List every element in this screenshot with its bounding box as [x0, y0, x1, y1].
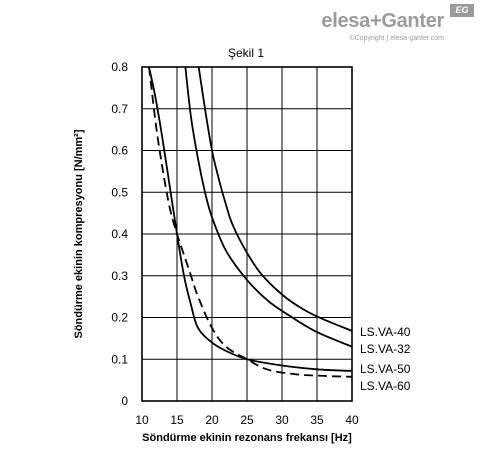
x-axis-ticks: 10 15 20 25 30 35 40: [135, 413, 359, 427]
legend-label: LS.VA-32: [360, 342, 411, 356]
brand-name: elesa+Ganter: [321, 10, 444, 32]
y-axis-label: Söndürme ekinin kompresyonu [N/mm²]: [73, 129, 85, 338]
y-axis-ticks: 0 0.1 0.2 0.3 0.4 0.5 0.6 0.7 0.8: [111, 60, 128, 408]
y-tick-label: 0.5: [111, 185, 128, 199]
chart-series: [148, 66, 353, 378]
y-tick-label: 0.2: [111, 311, 128, 325]
x-tick-label: 25: [240, 413, 254, 427]
series-line-ls-va-50: [148, 66, 353, 372]
plot-frame: [141, 66, 353, 402]
y-tick-label: 0.6: [111, 144, 128, 158]
series-line-ls-va-32: [184, 66, 353, 348]
x-tick-label: 35: [310, 413, 324, 427]
series-line-ls-va-60: [148, 66, 353, 378]
y-tick-label: 0.1: [111, 352, 128, 366]
y-tick-label: 0.7: [111, 102, 128, 116]
legend-label: LS.VA-50: [360, 362, 411, 376]
y-tick-label: 0.3: [111, 269, 128, 283]
x-axis-label: Söndürme ekinin rezonans frekansı [Hz]: [142, 432, 352, 444]
series-line-ls-va-40: [197, 66, 353, 332]
brand-badge: EG: [450, 4, 474, 17]
x-tick-label: 10: [135, 413, 149, 427]
x-tick-label: 40: [345, 413, 359, 427]
chart-title: Şekil 1: [228, 46, 264, 60]
legend-label: LS.VA-60: [360, 379, 411, 393]
legend-label: LS.VA-40: [360, 325, 411, 339]
y-tick-label: 0: [121, 394, 128, 408]
x-tick-label: 15: [170, 413, 184, 427]
y-tick-label: 0.4: [111, 227, 128, 241]
chart-grid: [141, 66, 353, 402]
y-tick-label: 0.8: [111, 60, 128, 74]
brand-logo: elesa+Ganter ©Copyright | elesa-ganter.c…: [304, 4, 474, 50]
x-tick-label: 30: [275, 413, 289, 427]
x-tick-label: 20: [205, 413, 219, 427]
chart-legend: LS.VA-40 LS.VA-32 LS.VA-50 LS.VA-60: [360, 325, 411, 393]
brand-copyright: ©Copyright | elesa-ganter.com: [349, 35, 444, 42]
